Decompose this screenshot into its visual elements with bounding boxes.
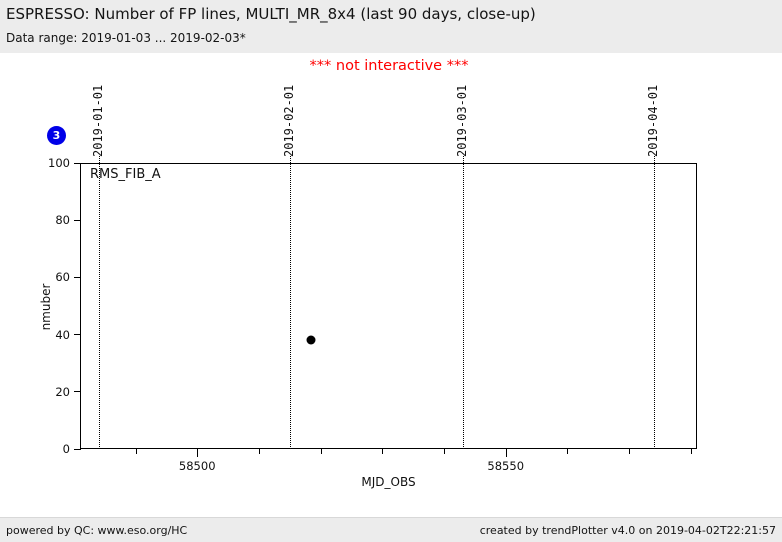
- x-tick-minor: [567, 449, 569, 454]
- y-tick: [74, 334, 81, 336]
- series-annotation-label: RMS_FIB_A: [90, 167, 161, 182]
- footer-band: powered by QC: www.eso.org/HC created by…: [0, 517, 782, 542]
- y-tick-label: 0: [62, 442, 70, 456]
- y-tick-label: 40: [55, 327, 70, 342]
- y-tick-label: 80: [55, 213, 70, 228]
- y-tick: [74, 219, 81, 221]
- x-tick-minor: [444, 449, 446, 454]
- x-tick-minor: [258, 449, 260, 454]
- not-interactive-notice: *** not interactive ***: [309, 58, 469, 74]
- x-tick-minor: [320, 449, 322, 454]
- y-tick-label: 100: [48, 156, 70, 170]
- date-gridline-label: 2019-04-01: [645, 84, 660, 157]
- x-axis-label: MJD_OBS: [361, 475, 416, 489]
- data-range-subtitle: Data range: 2019-01-03 ... 2019-02-03*: [6, 31, 246, 45]
- y-tick-label: 20: [55, 384, 70, 399]
- date-gridline-label: 2019-03-01: [454, 84, 469, 157]
- x-tick-major: [505, 449, 507, 457]
- page-title: ESPRESSO: Number of FP lines, MULTI_MR_8…: [6, 5, 536, 23]
- y-tick-label: 60: [55, 270, 70, 285]
- x-tick-major: [197, 449, 199, 457]
- header-band: ESPRESSO: Number of FP lines, MULTI_MR_8…: [0, 0, 782, 53]
- date-gridline: [289, 156, 291, 449]
- plot-frame: [80, 163, 697, 449]
- footer-powered-by: powered by QC: www.eso.org/HC: [6, 523, 188, 537]
- y-tick: [74, 162, 81, 164]
- y-tick: [74, 276, 81, 278]
- x-tick-minor: [135, 449, 137, 454]
- x-tick-minor: [690, 449, 692, 454]
- date-gridline-label: 2019-02-01: [281, 84, 296, 157]
- point-count-badge[interactable]: 3: [47, 126, 66, 145]
- date-gridline: [98, 156, 100, 449]
- y-tick: [74, 391, 81, 393]
- x-tick-minor: [382, 449, 384, 454]
- date-gridline-label: 2019-01-01: [90, 84, 105, 157]
- data-point: [306, 335, 316, 345]
- x-tick-label: 58550: [487, 459, 525, 473]
- x-tick-minor: [629, 449, 631, 454]
- y-tick: [74, 448, 81, 450]
- x-tick-label: 58500: [178, 459, 216, 473]
- date-gridline: [653, 156, 655, 449]
- date-gridline: [462, 156, 464, 449]
- footer-created-by: created by trendPlotter v4.0 on 2019-04-…: [479, 523, 776, 537]
